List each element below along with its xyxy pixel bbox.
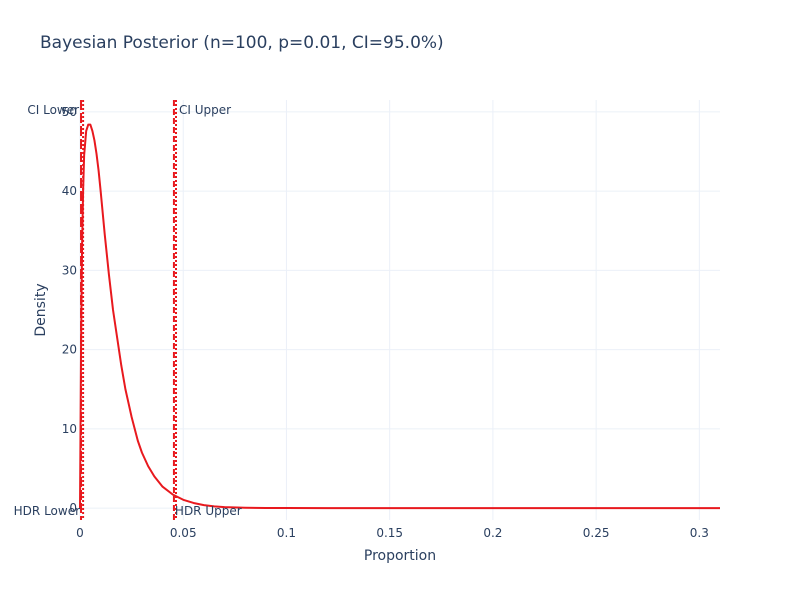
vline-layer bbox=[80, 100, 177, 520]
x-tick-label: 0.15 bbox=[376, 526, 403, 540]
x-axis-label: Proportion bbox=[364, 548, 436, 564]
y-tick-label: 10 bbox=[62, 422, 77, 436]
posterior-density-line bbox=[79, 123, 720, 510]
grid-layer bbox=[79, 100, 720, 520]
vline-annotation: CI Upper bbox=[179, 103, 231, 117]
y-tick-label: 40 bbox=[62, 184, 77, 198]
x-tick-label: 0 bbox=[76, 526, 84, 540]
y-tick-label: 20 bbox=[62, 343, 77, 357]
y-tick-label: 0 bbox=[69, 501, 77, 515]
chart-title: Bayesian Posterior (n=100, p=0.01, CI=95… bbox=[40, 33, 444, 53]
y-tick-label: 50 bbox=[62, 105, 77, 119]
x-tick-label: 0.1 bbox=[277, 526, 296, 540]
x-tick-label: 0.2 bbox=[483, 526, 502, 540]
vline-annotation: CI Lower bbox=[27, 103, 79, 117]
x-tick-labels: 0 0.05 0.1 0.15 0.2 0.25 0.3 bbox=[76, 526, 709, 540]
curve-layer bbox=[79, 123, 720, 510]
annotation-layer: CI Lower CI Upper HDR Lower HDR Upper bbox=[14, 103, 242, 518]
x-tick-label: 0.05 bbox=[170, 526, 197, 540]
vline-annotation: HDR Lower bbox=[14, 504, 80, 518]
y-tick-label: 30 bbox=[62, 263, 77, 277]
x-tick-label: 0.3 bbox=[690, 526, 709, 540]
y-tick-labels: 0 10 20 30 40 50 bbox=[62, 105, 77, 515]
x-tick-label: 0.25 bbox=[583, 526, 610, 540]
vline-annotation: HDR Upper bbox=[175, 504, 242, 518]
y-axis-label: Density bbox=[33, 283, 49, 336]
